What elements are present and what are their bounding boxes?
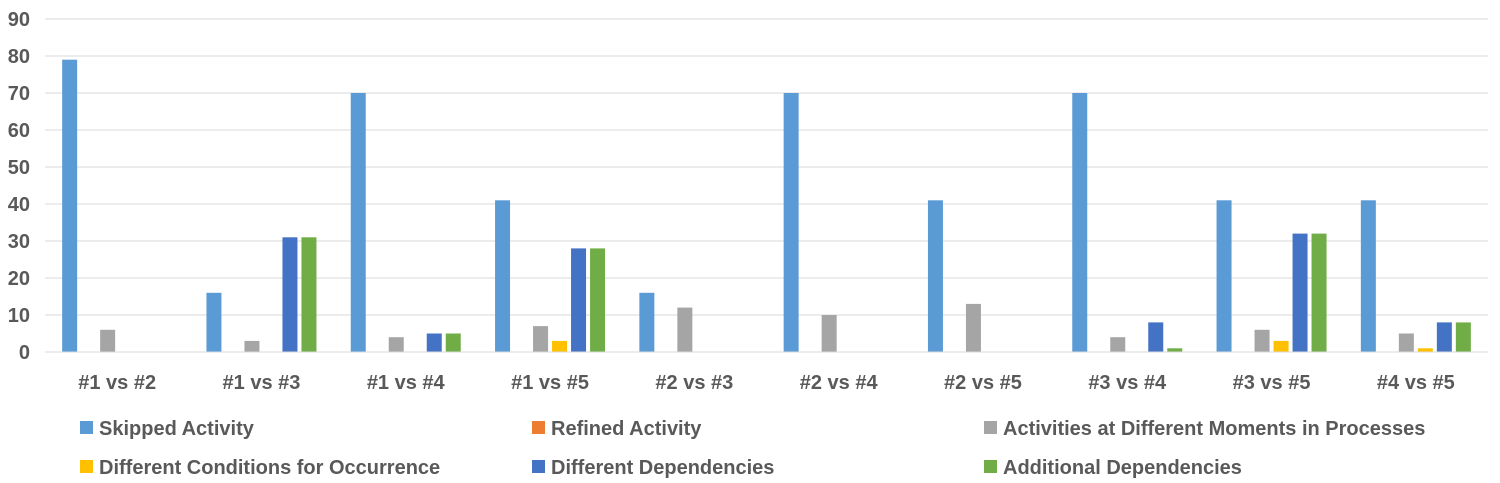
- bar: [1167, 348, 1183, 352]
- bar: [350, 93, 366, 352]
- legend-item: Activities at Different Moments in Proce…: [984, 418, 1425, 440]
- x-category-label: #2 vs #5: [944, 372, 1022, 394]
- bar: [677, 307, 693, 352]
- y-tick-label: 90: [8, 9, 30, 31]
- y-tick-label: 0: [19, 342, 30, 364]
- x-category-label: #1 vs #2: [78, 372, 156, 394]
- bar: [1292, 233, 1308, 352]
- bar: [1436, 322, 1452, 352]
- legend-item: Different Conditions for Occurrence: [80, 457, 440, 479]
- legend-label: Additional Dependencies: [1003, 457, 1242, 479]
- y-tick-label: 40: [8, 194, 30, 216]
- y-tick-label: 60: [8, 120, 30, 142]
- legend-item: Refined Activity: [532, 418, 702, 440]
- legend-label: Different Dependencies: [551, 457, 774, 479]
- bar: [1254, 329, 1270, 352]
- bar: [552, 340, 568, 352]
- bar: [1417, 348, 1433, 352]
- x-category-label: #1 vs #4: [367, 372, 446, 394]
- bar: [1148, 322, 1164, 352]
- bar: [571, 248, 587, 352]
- bar: [1216, 200, 1232, 352]
- x-category-label: #1 vs #5: [511, 372, 589, 394]
- legend-label: Activities at Different Moments in Proce…: [1003, 418, 1425, 440]
- bar: [590, 248, 606, 352]
- legend-swatch: [984, 460, 997, 473]
- bar: [206, 292, 222, 352]
- bar: [639, 292, 655, 352]
- legend-swatch: [532, 460, 545, 473]
- bar: [927, 200, 943, 352]
- gridlines: [45, 18, 1488, 316]
- legend-swatch: [80, 460, 93, 473]
- x-category-label: #2 vs #4: [800, 372, 879, 394]
- legend-item: Skipped Activity: [80, 418, 255, 440]
- x-category-label: #1 vs #3: [223, 372, 301, 394]
- legend: Skipped Activity Refined Activity Activiti…: [80, 418, 1425, 479]
- x-category-label: #3 vs #4: [1088, 372, 1167, 394]
- bar: [1072, 93, 1088, 352]
- x-category-label: #4 vs #5: [1377, 372, 1455, 394]
- x-axis-category-labels: #1 vs #2 #1 vs #3 #1 vs #4 #1 vs #5 #2 vs #3…: [78, 372, 1455, 394]
- bar: [100, 329, 116, 352]
- legend-label: Refined Activity: [551, 418, 702, 440]
- bar: [301, 237, 317, 352]
- bar: [445, 333, 461, 352]
- bar: [1398, 333, 1414, 352]
- bar: [62, 59, 78, 352]
- legend-swatch: [532, 421, 545, 434]
- y-axis-tick-labels: 0 10 20 30 40 50 60 70 80 90: [8, 9, 30, 364]
- legend-swatch: [80, 421, 93, 434]
- bar: [965, 303, 981, 352]
- legend-label: Skipped Activity: [99, 418, 255, 440]
- y-tick-label: 50: [8, 157, 30, 179]
- bar: [495, 200, 511, 352]
- bar: [1455, 322, 1471, 352]
- bar: [1311, 233, 1327, 352]
- bar: [282, 237, 298, 352]
- bar: [244, 340, 260, 352]
- bar: [821, 315, 837, 352]
- bars: [62, 59, 1471, 352]
- y-tick-label: 80: [8, 46, 30, 68]
- y-tick-label: 70: [8, 83, 30, 105]
- bar: [1360, 200, 1376, 352]
- legend-item: Different Dependencies: [532, 457, 774, 479]
- bar: [1110, 337, 1126, 352]
- bar: [1273, 340, 1289, 352]
- bar: [783, 93, 799, 352]
- bar: [388, 337, 404, 352]
- x-category-label: #3 vs #5: [1233, 372, 1311, 394]
- x-category-label: #2 vs #3: [655, 372, 733, 394]
- legend-swatch: [984, 421, 997, 434]
- legend-label: Different Conditions for Occurrence: [99, 457, 440, 479]
- y-tick-label: 30: [8, 231, 30, 253]
- bar: [533, 326, 549, 352]
- bar: [426, 333, 442, 352]
- y-tick-label: 10: [8, 305, 30, 327]
- y-tick-label: 20: [8, 268, 30, 290]
- legend-item: Additional Dependencies: [984, 457, 1242, 479]
